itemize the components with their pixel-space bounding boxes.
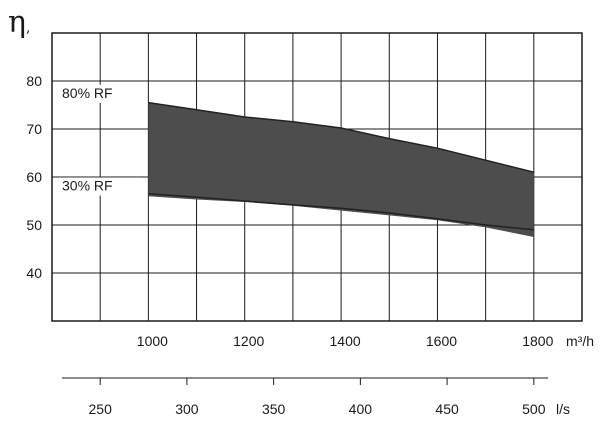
secondary-x-tick-label: 500 xyxy=(522,401,546,417)
series-label: 30% RF xyxy=(62,177,113,193)
secondary-x-ticks: 250 300 350 400 450 500 xyxy=(89,378,546,417)
x-axis-unit: m³/h xyxy=(566,333,594,349)
y-tick-label: 70 xyxy=(26,121,42,137)
secondary-x-axis-unit: l/s xyxy=(556,401,570,417)
secondary-x-tick-label: 250 xyxy=(89,401,113,417)
series-label: 80% RF xyxy=(62,85,113,101)
y-tick-label: 60 xyxy=(26,169,42,185)
series-line-30-rf xyxy=(148,193,534,231)
y-tick-label: 40 xyxy=(26,265,42,281)
y-tick-label: 50 xyxy=(26,217,42,233)
efficiency-band xyxy=(148,102,534,237)
series-label-background xyxy=(59,177,141,196)
series-labels: 80% RF 30% RF xyxy=(59,84,141,196)
y-axis-symbol: η, xyxy=(8,5,30,40)
secondary-x-tick-label: 350 xyxy=(262,401,286,417)
secondary-x-tick-label: 400 xyxy=(349,401,373,417)
x-tick-labels: 1000 1200 1400 1600 1800 xyxy=(137,333,554,349)
x-tick-label: 1600 xyxy=(426,333,457,349)
y-tick-label: 80 xyxy=(26,73,42,89)
x-tick-label: 1200 xyxy=(233,333,264,349)
series-label-background xyxy=(59,84,141,103)
y-axis-symbol-suffix: , xyxy=(26,20,30,36)
y-tick-labels: 40 50 60 70 80 xyxy=(26,73,42,281)
series-line-80-rf xyxy=(148,101,534,173)
secondary-x-tick-label: 300 xyxy=(175,401,199,417)
plot-frame xyxy=(51,32,583,322)
x-tick-label: 1000 xyxy=(137,333,168,349)
x-tick-label: 1400 xyxy=(330,333,361,349)
x-tick-label: 1800 xyxy=(522,333,553,349)
secondary-x-tick-label: 450 xyxy=(435,401,459,417)
